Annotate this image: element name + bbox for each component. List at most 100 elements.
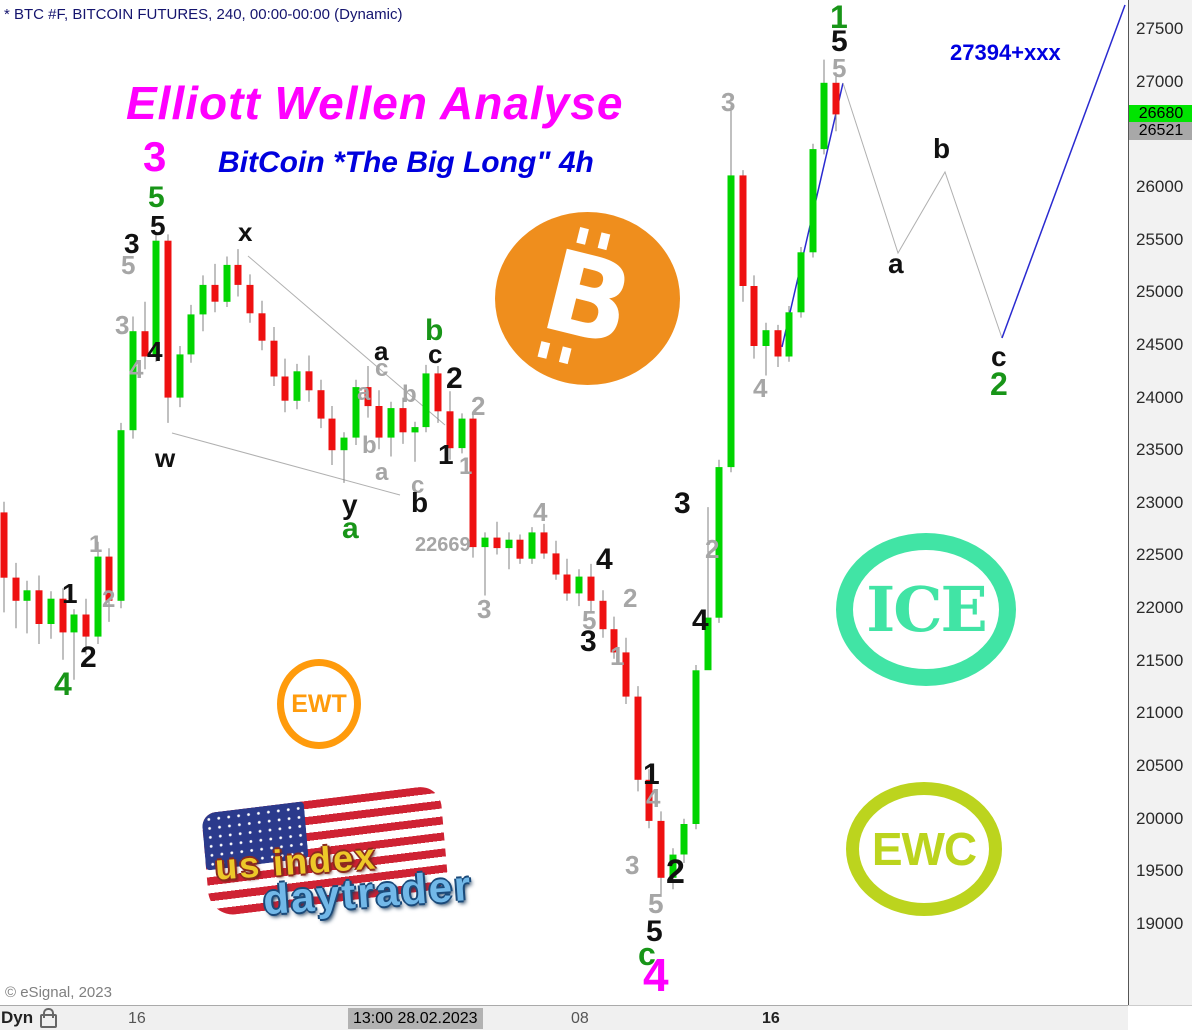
- wave-label-3: 3: [115, 310, 130, 340]
- wave-label-4: 4: [54, 666, 72, 702]
- price-tick: 25000: [1136, 282, 1184, 302]
- time-label: 08: [571, 1010, 589, 1027]
- price-tick: 19500: [1136, 861, 1184, 881]
- wave-label-5: 5: [582, 605, 597, 635]
- time-axis[interactable]: Dyn 16 13:00 28.02.2023 08 16: [0, 1005, 1128, 1030]
- wave-label-5: 5: [150, 210, 166, 241]
- wave-label-c: c: [428, 339, 443, 369]
- wave-label-5: 5: [646, 915, 663, 948]
- axis-corner: [1128, 1005, 1192, 1030]
- time-label: 16: [128, 1010, 146, 1027]
- wave-label-1: 1: [62, 578, 78, 609]
- dyn-mode-label: Dyn: [1, 1008, 34, 1027]
- wave-label-4: 4: [596, 543, 613, 576]
- price-tick: 27500: [1136, 19, 1184, 38]
- main-title: Elliott Wellen Analyse: [126, 77, 624, 129]
- price-tick: 25500: [1136, 229, 1184, 249]
- usindex-daytrader-logo: us index daytrader: [201, 784, 474, 935]
- last-price-badge: 26680: [1129, 105, 1192, 124]
- time-label: 13:00 28.02.2023: [348, 1008, 483, 1029]
- wave-label-a: a: [357, 379, 371, 406]
- wave-label-22669: 22669: [415, 534, 471, 556]
- chart-canvas[interactable]: * BTC #F, BITCOIN FUTURES, 240, 00:00-00…: [0, 0, 1128, 1005]
- price-tick: 22500: [1136, 545, 1184, 565]
- price-tick: 24500: [1136, 334, 1184, 354]
- price-tick: 23000: [1136, 492, 1184, 512]
- lock-icon[interactable]: [40, 1008, 57, 1028]
- ewc-logo: EWC: [846, 782, 1002, 916]
- wave-label-5: 5: [831, 25, 848, 58]
- ice-text: ICE: [866, 573, 988, 646]
- wave-label-4: 4: [753, 373, 768, 403]
- copyright-text: © eSignal, 2023: [5, 984, 112, 1001]
- wave-label-4: 4: [646, 783, 661, 813]
- wave-label-1: 1: [830, 0, 848, 35]
- wave-label-2: 2: [446, 362, 463, 395]
- price-tick: 21500: [1136, 650, 1184, 670]
- wave-label-1: 1: [610, 641, 625, 671]
- wave-label-3: 3: [143, 133, 167, 180]
- wave-label-a: a: [888, 248, 904, 279]
- wave-label-4: 4: [129, 354, 144, 384]
- wave-label-w: w: [155, 443, 176, 473]
- price-tick: 23500: [1136, 440, 1184, 460]
- bitcoin-logo: B: [495, 212, 680, 385]
- wave-label-x: x: [238, 217, 253, 247]
- bitcoin-b-icon: B: [530, 225, 645, 372]
- wave-label-4: 4: [643, 949, 669, 1001]
- wave-label-2: 2: [990, 366, 1008, 402]
- price-tick: 22000: [1136, 598, 1184, 618]
- wave-label-y: y: [342, 489, 358, 520]
- wave-label-c: c: [375, 355, 389, 382]
- wave-label-1: 1: [438, 439, 454, 470]
- wave-label-a: a: [342, 512, 359, 545]
- prev-price-badge: 26521: [1129, 122, 1192, 141]
- wave-label-1: 1: [459, 453, 473, 480]
- wave-label-1: 1: [643, 758, 660, 791]
- wave-label-4: 4: [147, 336, 163, 367]
- wave-label-3: 3: [625, 850, 640, 880]
- price-tick: 20000: [1136, 808, 1184, 828]
- wave-label-a: a: [374, 336, 389, 366]
- wave-label-b: b: [362, 432, 377, 459]
- wave-label-4: 4: [692, 604, 709, 637]
- wave-label-c: c: [991, 341, 1007, 372]
- price-tick: 19000: [1136, 914, 1184, 933]
- sub-title: BitCoin *The Big Long" 4h: [218, 146, 594, 179]
- wave-label-5: 5: [148, 181, 165, 214]
- wave-label-4: 4: [533, 497, 548, 527]
- price-tick: 26000: [1136, 176, 1184, 196]
- wave-label-c: c: [411, 472, 425, 499]
- time-label: 16: [762, 1010, 780, 1027]
- price-tick: 21000: [1136, 703, 1184, 723]
- price-tick: 24000: [1136, 387, 1184, 407]
- wave-label-1: 1: [89, 531, 103, 558]
- wave-label-3: 3: [124, 228, 140, 259]
- candlestick-plot: [0, 4, 1126, 895]
- ewt-logo: EWT: [277, 659, 361, 749]
- wave-label-2: 2: [666, 853, 685, 891]
- wave-label-3: 3: [674, 487, 691, 520]
- wave-label-2: 2: [623, 583, 638, 613]
- price-tick: 27000: [1136, 71, 1184, 91]
- wave-label-2: 2: [471, 391, 486, 421]
- wave-label-c: c: [638, 936, 656, 972]
- symbol-header: * BTC #F, BITCOIN FUTURES, 240, 00:00-00…: [4, 6, 403, 23]
- wave-label-2: 2: [102, 586, 116, 613]
- ewc-text: EWC: [871, 823, 977, 875]
- wave-label-3: 3: [721, 87, 736, 117]
- wave-label-2: 2: [705, 534, 720, 564]
- wave-label-5: 5: [121, 250, 136, 280]
- wave-label-2: 2: [80, 641, 97, 674]
- wave-label-b: b: [402, 381, 417, 408]
- wave-label-5: 5: [648, 888, 664, 919]
- wave-label-3: 3: [477, 594, 492, 624]
- wave-label-b: b: [933, 133, 951, 164]
- price-tick: 20500: [1136, 756, 1184, 776]
- wave-label-b: b: [411, 487, 429, 518]
- price-axis[interactable]: 27500 27000 26000 25500 25000 24500 24000 23500…: [1128, 0, 1192, 1005]
- wave-label-b: b: [425, 314, 444, 347]
- wave-label-a: a: [375, 459, 389, 486]
- wave-label-3: 3: [580, 625, 597, 658]
